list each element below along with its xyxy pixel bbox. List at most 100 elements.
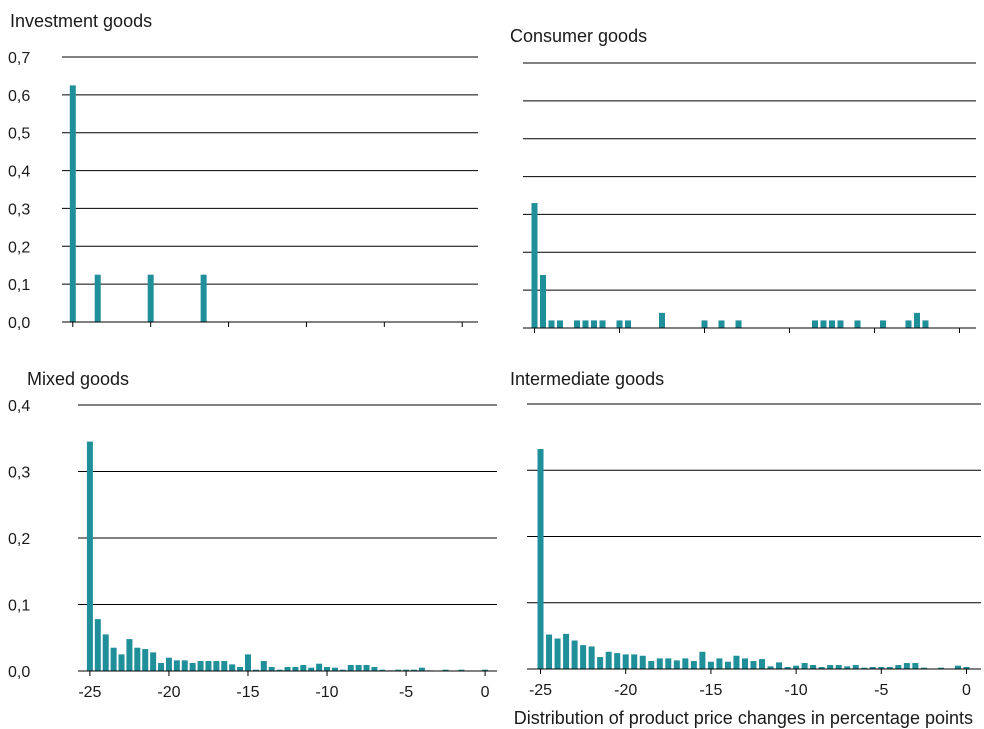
bar (147, 274, 154, 322)
bar (582, 320, 589, 328)
bar (189, 663, 196, 671)
bar (158, 663, 165, 671)
y-tick-label: 0,4 (8, 164, 30, 181)
bar (363, 665, 370, 671)
bar (276, 669, 283, 671)
y-tick-label: 0,4 (8, 398, 30, 415)
bar (442, 669, 449, 671)
bar (150, 652, 157, 671)
bar (571, 640, 578, 669)
bar (690, 661, 697, 669)
bar (622, 654, 629, 669)
bar (591, 320, 597, 328)
bar (597, 657, 604, 669)
bar (574, 320, 580, 328)
y-tick-label: 0,2 (8, 531, 30, 548)
bar (656, 658, 663, 669)
bar (886, 667, 893, 669)
bar (458, 669, 465, 671)
bar (347, 665, 354, 671)
bar (784, 667, 791, 669)
bar (200, 274, 207, 322)
x-tick-label: -15 (236, 684, 259, 701)
x-tick-label: -20 (157, 684, 180, 701)
bar (237, 667, 244, 671)
bar (260, 661, 267, 671)
bar (331, 667, 338, 671)
y-tick-label: 0,3 (8, 465, 30, 482)
bar (701, 320, 708, 328)
y-tick-label: 0,1 (8, 598, 30, 615)
bar (810, 665, 817, 669)
x-tick-label: -25 (78, 684, 101, 701)
bar (252, 669, 259, 671)
panel-mixed-goods: Mixed goods 0,0 0,1 0,2 0,3 0,4 -25 -20 -15 -10… (8, 369, 497, 701)
bar (776, 662, 783, 669)
panel-investment-goods: Investment goods 0,0 0,1 0,2 0,3 0,4 0,5 0,6 0,… (8, 11, 478, 332)
bar (707, 661, 714, 669)
bar (197, 661, 204, 671)
bar (625, 320, 631, 328)
x-tick-label: -5 (399, 684, 413, 701)
bar (920, 667, 927, 669)
panel-title: Intermediate goods (510, 369, 664, 389)
bar (659, 312, 665, 328)
bar (379, 669, 386, 671)
bar (371, 667, 378, 671)
bar (718, 320, 725, 328)
bar (665, 658, 672, 669)
x-tick-label: 0 (481, 684, 490, 701)
bar (134, 647, 141, 671)
bar (639, 655, 646, 669)
bar (395, 669, 402, 671)
bar (880, 320, 886, 328)
bar (759, 659, 766, 669)
bar (292, 667, 299, 671)
bar (599, 320, 606, 328)
bar (869, 667, 876, 669)
bar (716, 658, 723, 669)
bar (355, 665, 362, 671)
bar (418, 667, 425, 671)
bar (588, 646, 595, 669)
bar (94, 274, 101, 322)
bar (554, 638, 561, 669)
bar (205, 661, 212, 671)
y-tick-label: 0,3 (8, 201, 30, 218)
bar (482, 669, 489, 671)
bar (563, 633, 570, 669)
bar (905, 320, 912, 328)
bar (741, 658, 748, 669)
bar (673, 660, 680, 669)
bar (854, 320, 861, 328)
bar (750, 661, 757, 669)
bar (829, 320, 835, 328)
bar (818, 667, 825, 669)
bar (102, 634, 109, 671)
bar (837, 320, 844, 328)
bar (844, 666, 851, 669)
y-tick-label: 0,5 (8, 126, 30, 143)
bar (221, 661, 228, 671)
bar (922, 320, 929, 328)
bar (724, 661, 731, 669)
panel-title: Mixed goods (27, 369, 129, 389)
bar (94, 619, 101, 671)
bar (86, 441, 93, 671)
bar (614, 653, 621, 669)
bar (213, 661, 220, 671)
bar (126, 639, 133, 671)
x-tick-label: -10 (785, 682, 808, 699)
bar (937, 667, 944, 669)
bar (244, 654, 251, 671)
bar (895, 665, 902, 669)
bar (735, 320, 742, 328)
bar (605, 651, 612, 669)
bar (540, 275, 546, 328)
bar (963, 667, 970, 669)
bar (631, 654, 638, 669)
bar (767, 666, 774, 669)
bar (118, 654, 125, 671)
panel-intermediate-goods: Intermediate goods -25 -20 -15 -10 -5 0 (510, 369, 981, 699)
